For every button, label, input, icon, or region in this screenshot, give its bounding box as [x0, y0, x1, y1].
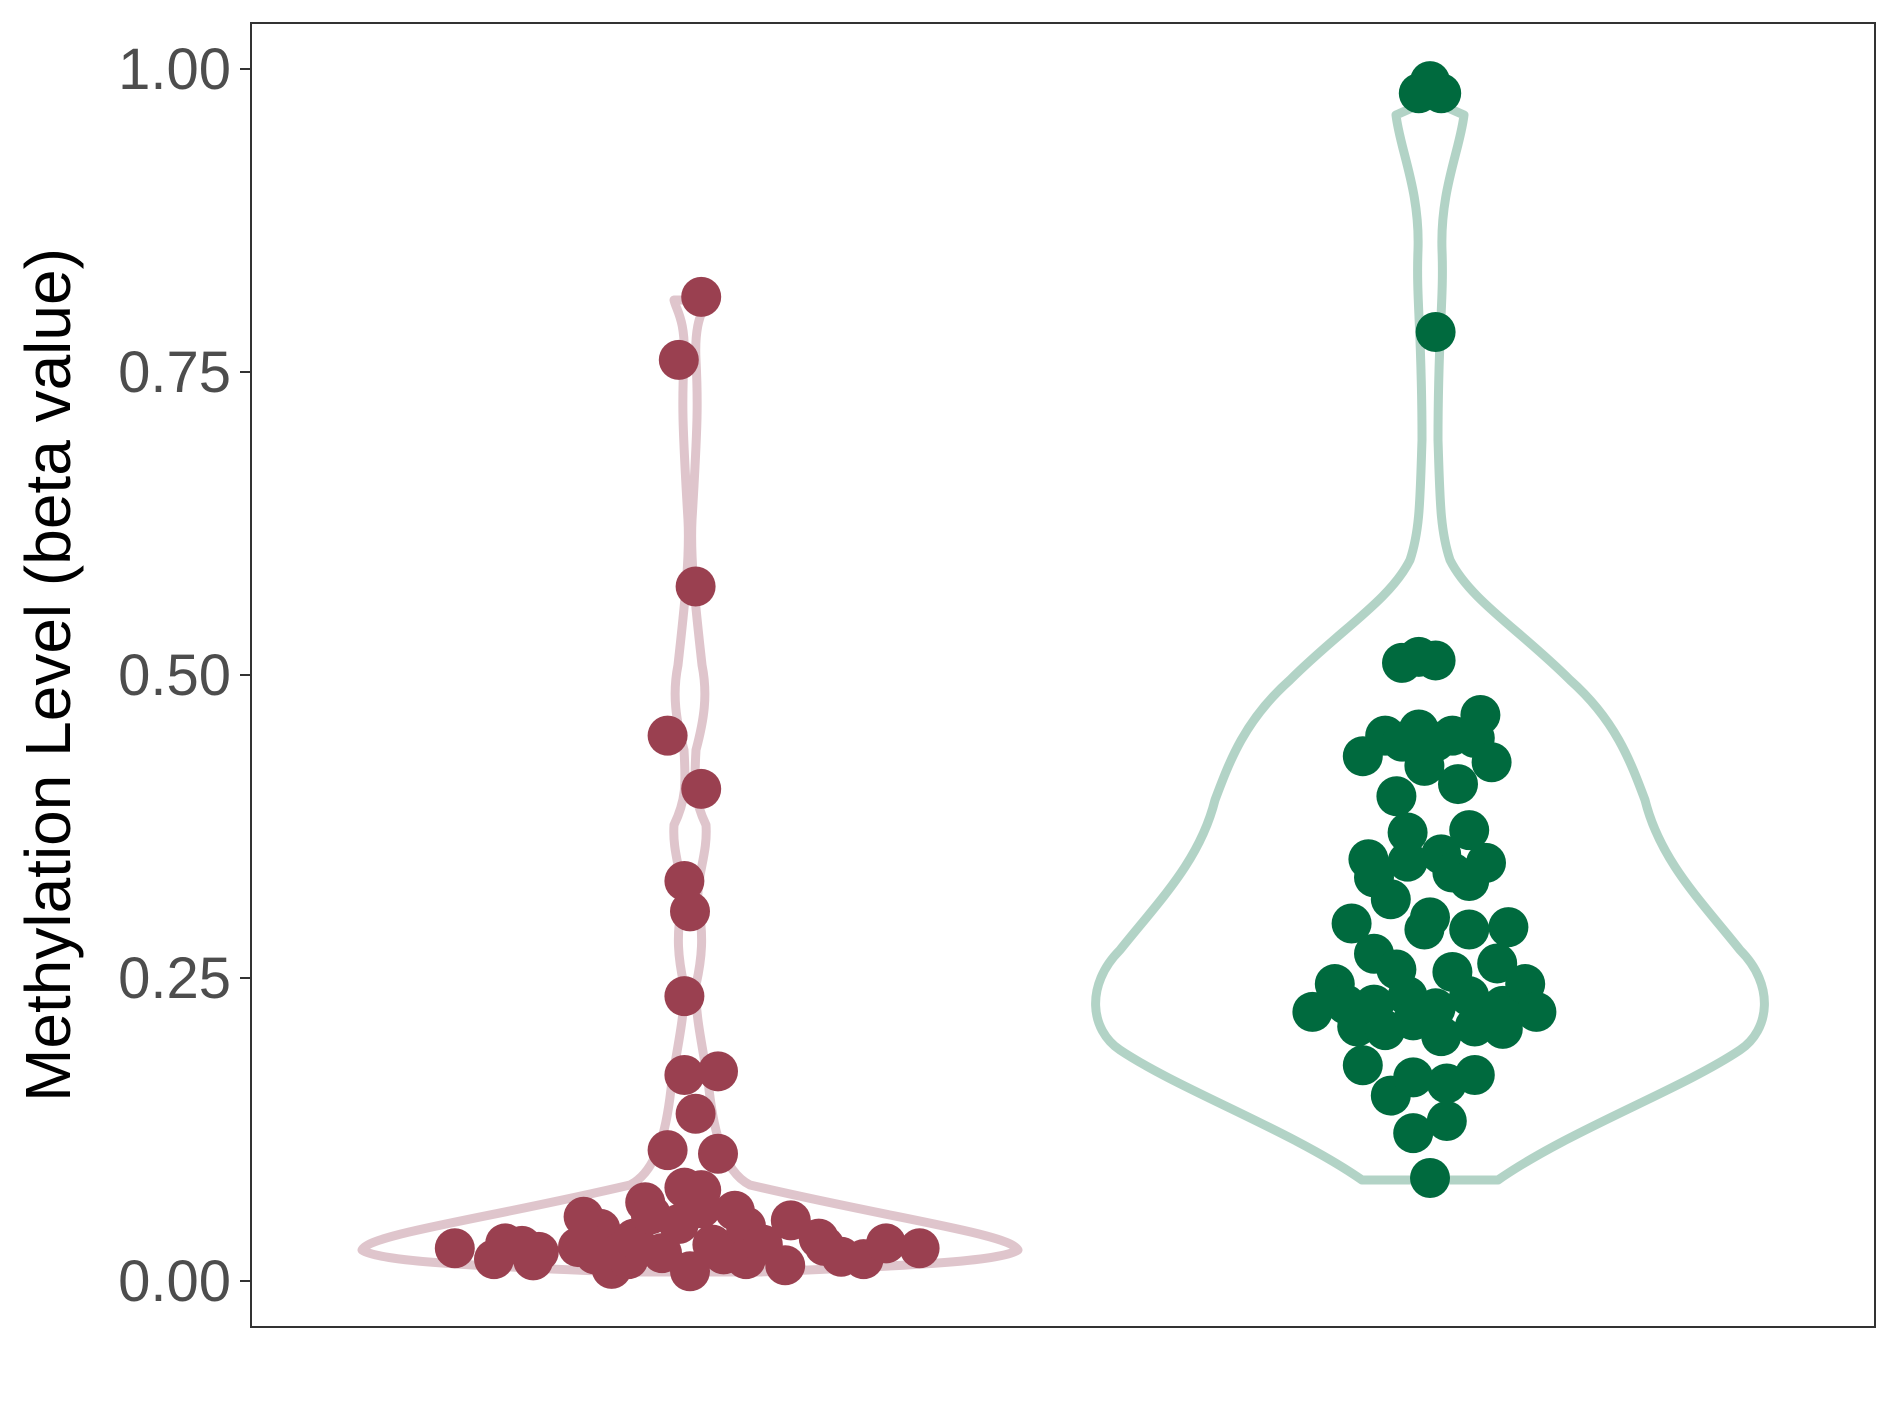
y-tick-label: 0.75	[118, 340, 231, 405]
data-point	[1415, 640, 1456, 681]
data-point	[1404, 909, 1445, 950]
data-point	[1421, 1016, 1462, 1057]
y-tick-label: 0.00	[118, 1249, 231, 1314]
data-point	[681, 768, 722, 809]
data-point	[647, 715, 688, 756]
data-point	[1426, 1101, 1467, 1142]
data-point	[1415, 312, 1456, 353]
data-point	[1331, 903, 1372, 944]
data-points	[434, 61, 1557, 1292]
data-point	[670, 1251, 710, 1292]
data-point	[1460, 694, 1501, 735]
data-point	[1466, 842, 1506, 883]
data-point	[664, 976, 705, 1017]
data-point	[1370, 879, 1411, 920]
y-axis: 0.00 0.25 0.50 0.75 1.00	[118, 37, 251, 1314]
data-point	[675, 1093, 716, 1134]
data-point	[866, 1223, 906, 1264]
data-point	[1393, 1057, 1434, 1098]
plot-panel-border	[250, 22, 1876, 1328]
data-point	[1471, 742, 1512, 783]
data-point	[1421, 73, 1462, 114]
data-point	[1387, 841, 1428, 882]
data-point	[698, 1051, 738, 1092]
data-point	[1292, 991, 1333, 1032]
data-point	[675, 566, 716, 607]
data-point	[681, 1170, 722, 1211]
data-point	[670, 891, 710, 932]
data-point	[647, 1130, 688, 1171]
data-point	[1482, 1008, 1523, 1049]
data-point	[1449, 976, 1490, 1017]
violin-outlines	[357, 95, 1769, 1277]
data-point	[664, 1054, 705, 1095]
data-point	[1449, 810, 1490, 851]
data-point	[1454, 1054, 1495, 1095]
data-point	[698, 1133, 738, 1174]
data-point	[899, 1228, 940, 1269]
data-point	[765, 1245, 806, 1286]
data-point	[1376, 776, 1417, 817]
data-point	[518, 1231, 559, 1272]
data-point	[1342, 1045, 1383, 1086]
data-point	[1516, 991, 1557, 1032]
data-point	[664, 861, 705, 902]
data-point	[681, 276, 722, 317]
data-point	[1393, 1113, 1434, 1154]
data-point	[1438, 764, 1478, 805]
y-tick-label: 0.50	[118, 643, 231, 708]
data-point	[1449, 909, 1490, 950]
data-point	[658, 339, 699, 380]
data-point	[434, 1228, 475, 1269]
data-point	[1410, 1157, 1450, 1198]
data-point	[1488, 907, 1529, 948]
y-tick-label: 1.00	[118, 37, 231, 102]
data-point	[1477, 943, 1518, 984]
y-tick-label: 0.25	[118, 946, 231, 1011]
data-point	[1387, 812, 1428, 853]
y-axis-title: Methylation Level (beta value)	[12, 248, 84, 1102]
